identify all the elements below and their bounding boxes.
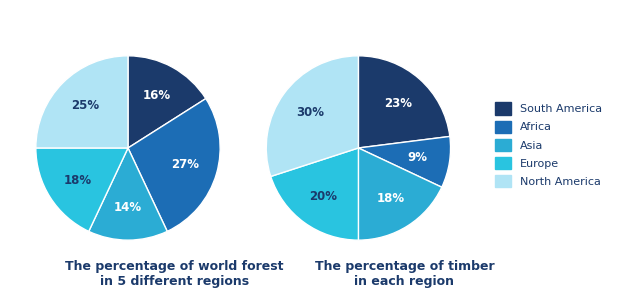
Wedge shape xyxy=(271,148,358,240)
Text: 18%: 18% xyxy=(63,174,92,187)
Wedge shape xyxy=(36,148,128,231)
Wedge shape xyxy=(266,56,358,176)
Wedge shape xyxy=(36,56,128,148)
Wedge shape xyxy=(128,98,220,231)
Wedge shape xyxy=(128,56,206,148)
Legend: South America, Africa, Asia, Europe, North America: South America, Africa, Asia, Europe, Nor… xyxy=(492,99,605,191)
Text: The percentage of world forest
in 5 different regions: The percentage of world forest in 5 diff… xyxy=(65,260,284,288)
Wedge shape xyxy=(358,137,451,187)
Wedge shape xyxy=(358,56,450,148)
Text: 20%: 20% xyxy=(309,190,337,203)
Text: 25%: 25% xyxy=(72,99,100,112)
Text: 14%: 14% xyxy=(114,201,142,214)
Wedge shape xyxy=(89,148,167,240)
Text: 9%: 9% xyxy=(408,151,428,164)
Text: 27%: 27% xyxy=(172,158,200,171)
Text: 16%: 16% xyxy=(143,89,171,102)
Text: 30%: 30% xyxy=(296,106,324,119)
Text: The percentage of timber
in each region: The percentage of timber in each region xyxy=(315,260,494,288)
Text: 23%: 23% xyxy=(384,97,412,110)
Wedge shape xyxy=(358,148,442,240)
Text: 18%: 18% xyxy=(376,192,404,205)
